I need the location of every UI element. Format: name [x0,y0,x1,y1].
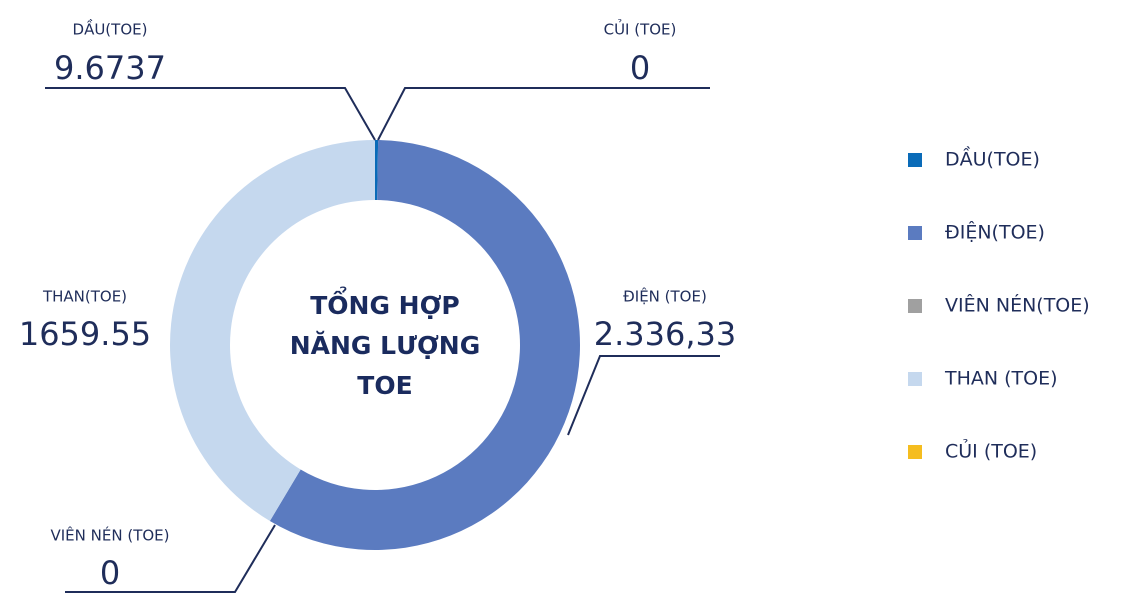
legend-label: THAN (TOE) [944,368,1058,390]
callout-line [65,524,276,593]
legend-swatch [908,226,922,240]
callout-line [567,355,720,436]
legend-label: ĐIỆN(TOE) [945,221,1045,244]
center-text: TOE [357,371,412,400]
callout-value: 9.6737 [54,49,166,87]
legend-swatch [908,445,922,459]
legend-swatch [908,153,922,167]
callout-title: VIÊN NÉN (TOE) [51,526,170,545]
legend-label: VIÊN NÉN(TOE) [945,294,1090,317]
donut-slice [170,140,375,521]
donut-slice [375,140,379,201]
callout-title: CỦI (TOE) [604,19,677,39]
legend-label: DẦU(TOE) [945,146,1040,171]
callout-value: 2.336,33 [594,315,737,353]
legend-swatch [908,299,922,313]
callout-title: THAN(TOE) [42,288,127,306]
callout-line [377,87,710,141]
donut-slice [269,140,581,550]
legend-swatch [908,372,922,386]
callout-value: 0 [100,554,120,592]
center-text: TỔNG HỢP [310,285,460,320]
legend-label: CỦI (TOE) [945,438,1037,463]
callout-value: 1659.55 [19,315,151,353]
center-text: NĂNG LƯỢNG [290,330,481,360]
callout-line [45,87,376,141]
callout-value: 0 [630,49,650,87]
callout-title: DẦU(TOE) [73,18,148,39]
callout-title: ĐIỆN (TOE) [623,287,707,306]
